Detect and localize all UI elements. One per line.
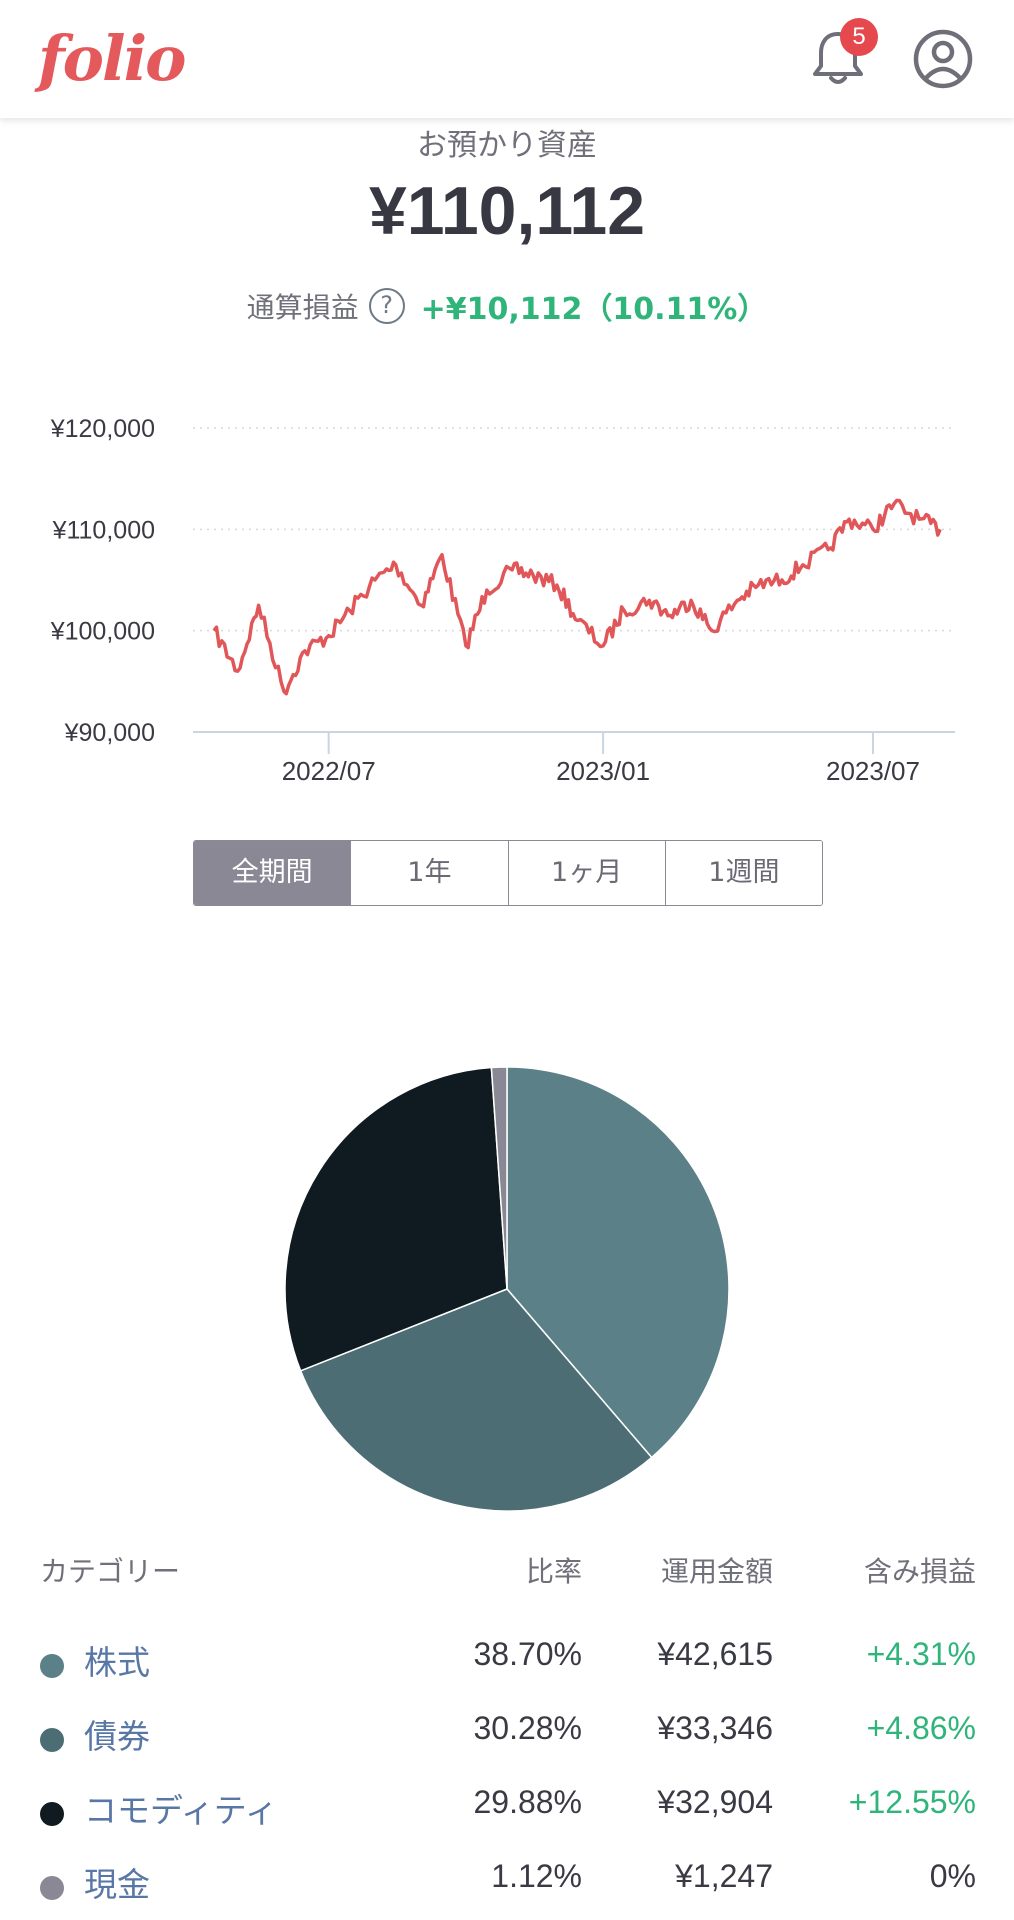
allocation-pie-chart (284, 1066, 730, 1512)
header-category: カテゴリー (40, 1555, 181, 1588)
app-header: folio 5 (0, 0, 1014, 118)
pie-slice-bonds (299, 1288, 653, 1512)
table-header: カテゴリー 比率 運用金額 含み損益 (0, 1550, 1014, 1610)
legend-dot-icon (40, 1802, 64, 1826)
tab-1-year[interactable]: 1年 (351, 841, 509, 905)
legend-dot-icon (40, 1654, 64, 1678)
asset-value-series-line (212, 498, 942, 696)
header-ratio: 比率 (525, 1555, 582, 1588)
total-pl-value: +¥10,112（10.11%） (420, 292, 768, 327)
pl-cell: +4.86% (866, 1710, 976, 1746)
amount-cell: ¥42,615 (657, 1636, 773, 1672)
category-link[interactable]: 株式 (84, 1643, 150, 1682)
pie-slice-commodities (284, 1066, 508, 1372)
x-tick-label: 2023/01 (556, 756, 650, 786)
legend-dot-icon (40, 1876, 64, 1900)
total-pl-row: 通算損益? +¥10,112（10.11%） (0, 284, 1014, 328)
category-link[interactable]: コモディティ (84, 1791, 278, 1830)
tab-1-week[interactable]: 1週間 (665, 841, 822, 905)
asset-history-chart: ¥120,000 ¥110,000 ¥100,000 ¥90,000 2022/07 20… (50, 415, 955, 786)
pl-cell: +4.31% (866, 1636, 976, 1672)
table-row[interactable]: 株式 38.70% ¥42,615 +4.31% (0, 1636, 1014, 1710)
assets-value: ¥110,112 (368, 173, 646, 249)
category-link[interactable]: 現金 (84, 1865, 150, 1904)
amount-cell: ¥1,247 (675, 1858, 773, 1894)
tab-all-period[interactable]: 全期間 (194, 841, 352, 905)
account-circle-icon[interactable] (912, 28, 974, 90)
ratio-cell: 30.28% (473, 1710, 582, 1746)
folio-logo[interactable]: folio (38, 22, 186, 95)
ratio-cell: 38.70% (473, 1636, 582, 1672)
ratio-cell: 1.12% (491, 1858, 582, 1894)
x-tick-label: 2022/07 (282, 756, 376, 786)
category-link[interactable]: 債券 (84, 1717, 150, 1756)
tab-1-month[interactable]: 1ヶ月 (508, 841, 666, 905)
y-tick-label: ¥90,000 (64, 719, 155, 747)
table-row[interactable]: 債券 30.28% ¥33,346 +4.86% (0, 1710, 1014, 1784)
pl-cell: +12.55% (848, 1784, 976, 1820)
help-icon[interactable]: ? (368, 288, 405, 324)
header-pl: 含み損益 (863, 1555, 976, 1588)
table-row[interactable]: コモディティ 29.88% ¥32,904 +12.55% (0, 1784, 1014, 1858)
total-pl-label: 通算損益 (246, 291, 359, 324)
notification-badge: 5 (840, 18, 878, 56)
y-tick-label: ¥120,000 (50, 415, 155, 443)
table-row[interactable]: 現金 1.12% ¥1,247 0% (0, 1858, 1014, 1920)
assets-label: お預かり資産 (417, 128, 597, 163)
pl-cell: 0% (929, 1858, 976, 1894)
pie-slice-cash (490, 1066, 508, 1290)
amount-cell: ¥33,346 (657, 1710, 773, 1746)
period-selector: 全期間 1年 1ヶ月 1週間 (193, 840, 823, 906)
y-tick-label: ¥110,000 (52, 516, 155, 544)
amount-cell: ¥32,904 (657, 1784, 773, 1820)
legend-dot-icon (40, 1728, 64, 1752)
ratio-cell: 29.88% (473, 1784, 582, 1820)
pie-slice-stocks (506, 1066, 730, 1459)
x-tick-label: 2023/07 (826, 756, 920, 786)
header-amount: 運用金額 (660, 1555, 773, 1588)
y-tick-label: ¥100,000 (50, 618, 155, 646)
